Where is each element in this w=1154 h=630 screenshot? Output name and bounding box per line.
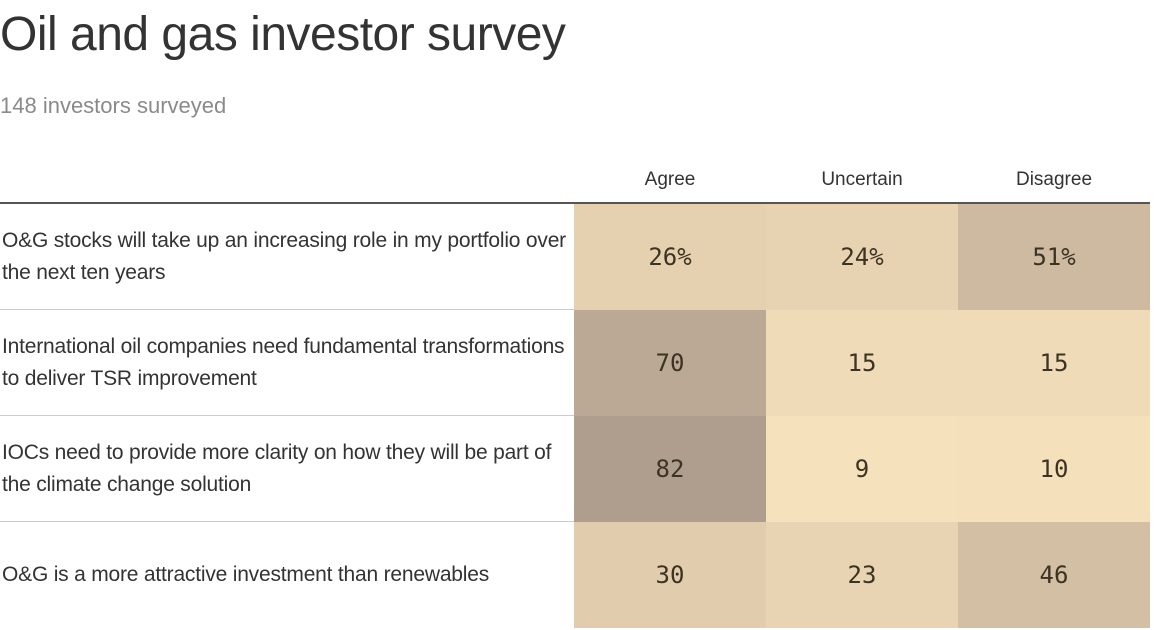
heatmap-cell: 9: [766, 416, 958, 522]
heatmap-cell: 10: [958, 416, 1150, 522]
column-header-disagree: Disagree: [1015, 169, 1093, 190]
row-label-3: IOCs need to provide more clarity on how…: [2, 441, 552, 496]
column-header-agree: Agree: [644, 169, 696, 190]
heatmap-cell: 30: [574, 522, 766, 628]
heatmap-cell: 82: [574, 416, 766, 522]
column-header-uncertain: Uncertain: [821, 169, 903, 190]
row-label-2: International oil companies need fundame…: [2, 335, 565, 390]
heatmap-cell: 51%: [958, 204, 1150, 310]
row-label-1: O&G stocks will take up an increasing ro…: [2, 229, 566, 284]
row-divider: [0, 309, 574, 310]
header-divider: [0, 202, 1150, 204]
chart-subtitle: 148 investors surveyed: [0, 93, 227, 118]
heatmap-cell: 23: [766, 522, 958, 628]
chart-title: Oil and gas investor survey: [0, 8, 566, 61]
heatmap-cell: 26%: [574, 204, 766, 310]
row-divider: [0, 415, 574, 416]
heatmap-cell: 70: [574, 310, 766, 416]
heatmap-cell: 46: [958, 522, 1150, 628]
heatmap-cell: 15: [958, 310, 1150, 416]
heatmap-cell: 15: [766, 310, 958, 416]
row-divider: [0, 521, 574, 522]
heatmap-cell: 24%: [766, 204, 958, 310]
row-label-4: O&G is a more attractive investment than…: [2, 563, 490, 586]
